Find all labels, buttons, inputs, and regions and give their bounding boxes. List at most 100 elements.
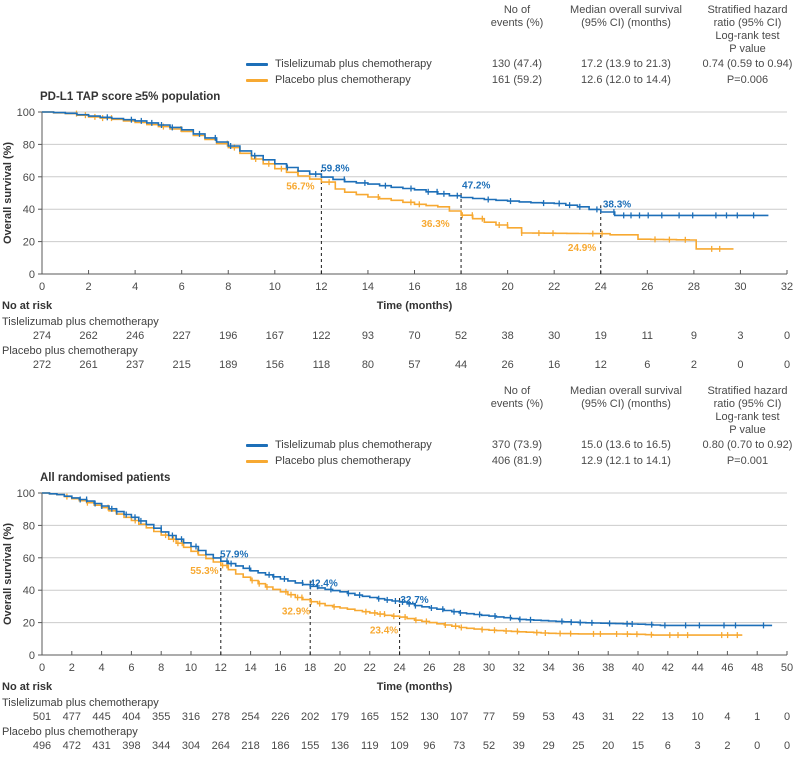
at-risk-value: 355 [152, 711, 171, 723]
stats-header-hr-line1: Stratified hazard [707, 4, 788, 16]
at-risk-value: 167 [265, 330, 284, 342]
p-value: P=0.006 [726, 74, 769, 86]
stats-header-median: Median overall survival (95% CI) (months… [560, 4, 692, 56]
at-risk-value: 29 [542, 740, 555, 752]
at-risk-group-placebo: Placebo plus chemotherapy 496 472 431 398 34… [0, 726, 803, 754]
at-risk-value: 15 [631, 740, 645, 752]
survival-curve-placebo [42, 110, 734, 252]
y-axis-title: Overall survival (%) [2, 523, 14, 625]
at-risk-value: 227 [172, 330, 191, 342]
at-risk-row: 274 262 246 227 196 167 122 93 70 52 38 30 19 11 9 3 0 [0, 329, 803, 344]
legend-item-placebo: Placebo plus chemotherapy [0, 72, 474, 88]
at-risk-value: 52 [482, 740, 496, 752]
legend-line-placebo-icon [246, 459, 268, 463]
events-value-tislelizumab: 370 (73.9) [491, 439, 543, 451]
stats-header-median: Median overall survival (95% CI) (months… [560, 385, 692, 437]
survival-curve-placebo [42, 492, 743, 639]
stats-table: No of events (%) Median overall survival… [0, 0, 803, 88]
svg-text:16: 16 [274, 662, 286, 674]
x-axis-title: Time (months) [376, 681, 453, 693]
svg-text:2: 2 [86, 281, 92, 293]
axes [38, 111, 788, 275]
at-risk-value: 52 [454, 330, 468, 342]
svg-text:6: 6 [128, 662, 134, 674]
at-risk-value: 218 [241, 740, 260, 752]
at-risk-value: 26 [501, 359, 514, 371]
stats-header-hr-line3: Log-rank test [715, 30, 780, 42]
svg-text:4: 4 [132, 281, 138, 293]
at-risk-value: 3 [694, 740, 701, 752]
at-risk-value: 165 [360, 711, 379, 723]
stats-table: No of events (%) Median overall survival… [0, 381, 803, 469]
stats-header-median-line2: (95% CI) (months) [581, 398, 671, 410]
stats-header-events: No of events (%) [474, 4, 560, 56]
at-risk-value: 186 [271, 740, 290, 752]
svg-text:Overall survival (%): Overall survival (%) [2, 523, 14, 625]
svg-text:28: 28 [688, 281, 700, 293]
at-risk-value: 398 [122, 740, 141, 752]
at-risk-value: 196 [219, 330, 238, 342]
no-at-risk-label: No at risk [2, 681, 53, 693]
svg-text:59.8%: 59.8% [321, 164, 349, 175]
svg-text:24: 24 [595, 281, 607, 293]
svg-text:30: 30 [734, 281, 746, 293]
panel-pdl1-population: No of events (%) Median overall survival… [0, 0, 803, 373]
at-risk-value: 2 [690, 359, 697, 371]
at-risk-value: 57 [408, 359, 421, 371]
svg-text:48: 48 [751, 662, 763, 674]
events-value-placebo: 406 (81.9) [491, 455, 543, 467]
chart-title: All randomised patients [40, 472, 171, 484]
at-risk-value: 93 [361, 330, 375, 342]
svg-text:8: 8 [158, 662, 164, 674]
svg-text:0: 0 [39, 281, 45, 293]
svg-text:42: 42 [662, 662, 674, 674]
at-risk-value: 477 [62, 711, 81, 723]
svg-text:32.7%: 32.7% [400, 595, 428, 606]
svg-text:46: 46 [721, 662, 733, 674]
at-risk-value: 12 [594, 359, 607, 371]
svg-text:50: 50 [781, 662, 793, 674]
legend-label-tislelizumab: Tislelizumab plus chemotherapy [275, 58, 432, 70]
at-risk-value: 0 [737, 359, 744, 371]
svg-text:23.4%: 23.4% [370, 626, 398, 637]
svg-text:60: 60 [23, 553, 35, 565]
stats-header-events-line1: No of [503, 4, 531, 16]
at-risk-value: 246 [125, 330, 145, 342]
at-risk-value: 107 [450, 711, 469, 723]
at-risk-row: 501 477 445 404 355 316 278 254 226 202 179 165 152 1… [0, 710, 803, 725]
at-risk-value: 70 [408, 330, 421, 342]
at-risk-value: 16 [548, 359, 561, 371]
at-risk-value: 404 [122, 711, 141, 723]
at-risk-value: 202 [301, 711, 320, 723]
no-at-risk-label: No at risk [2, 300, 53, 312]
svg-text:20: 20 [334, 662, 346, 674]
survival-curve-tislelizumab [42, 492, 773, 629]
at-risk-value: 264 [211, 740, 230, 752]
svg-text:2: 2 [69, 662, 75, 674]
at-risk-value: 3 [737, 330, 744, 342]
at-risk-value: 59 [512, 711, 525, 723]
at-risk-value: 2 [724, 740, 731, 752]
svg-text:34: 34 [542, 662, 554, 674]
at-risk-value: 53 [542, 711, 555, 723]
x-axis-title: Time (months) [376, 300, 453, 312]
at-risk-value: 262 [79, 330, 98, 342]
svg-text:22: 22 [548, 281, 560, 293]
svg-text:20: 20 [23, 618, 35, 630]
at-risk-value: 19 [594, 330, 607, 342]
svg-text:47.2%: 47.2% [462, 181, 490, 192]
at-risk-value: 38 [501, 330, 514, 342]
legend-label-placebo: Placebo plus chemotherapy [275, 74, 411, 86]
stats-header-hr-line4: P value [729, 43, 766, 55]
at-risk-value: 30 [548, 330, 561, 342]
at-risk-value: 0 [754, 740, 761, 752]
svg-text:57.9%: 57.9% [220, 550, 248, 561]
at-risk-value: 237 [125, 359, 145, 371]
svg-text:80: 80 [23, 139, 35, 151]
at-risk-value: 272 [32, 359, 52, 371]
at-risk-value: 179 [330, 711, 350, 723]
median-value-tislelizumab: 15.0 (13.6 to 16.5) [581, 439, 671, 451]
at-risk-value: 31 [602, 711, 615, 723]
at-risk-group-label: Placebo plus chemotherapy [2, 726, 138, 738]
at-risk-value: 1 [754, 711, 761, 723]
